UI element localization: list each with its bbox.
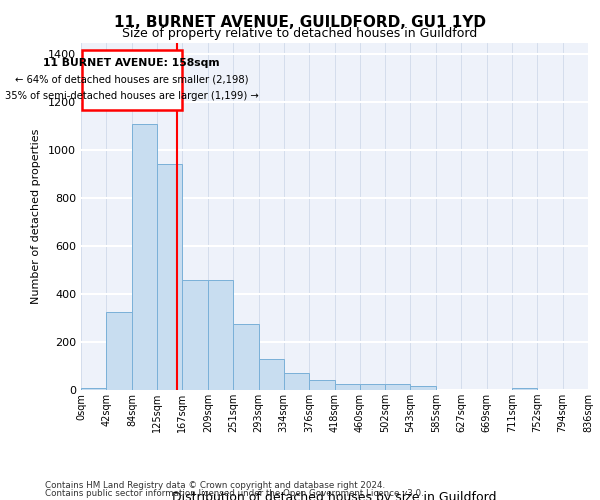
Y-axis label: Number of detached properties: Number of detached properties	[31, 128, 41, 304]
Bar	[284, 373, 309, 390]
Bar	[309, 380, 335, 390]
Text: Contains public sector information licensed under the Open Government Licence v3: Contains public sector information licen…	[45, 488, 424, 498]
Bar	[360, 384, 385, 390]
Bar	[385, 384, 410, 390]
Bar	[132, 124, 157, 390]
Bar	[233, 324, 259, 390]
Bar	[512, 388, 537, 390]
Text: 35% of semi-detached houses are larger (1,199) →: 35% of semi-detached houses are larger (…	[5, 92, 259, 102]
Bar	[335, 384, 360, 390]
Text: 11 BURNET AVENUE: 158sqm: 11 BURNET AVENUE: 158sqm	[43, 58, 220, 68]
Text: ← 64% of detached houses are smaller (2,198): ← 64% of detached houses are smaller (2,…	[15, 74, 248, 85]
Text: Contains HM Land Registry data © Crown copyright and database right 2024.: Contains HM Land Registry data © Crown c…	[45, 480, 385, 490]
Bar	[208, 280, 233, 390]
Bar	[410, 386, 436, 390]
FancyBboxPatch shape	[82, 50, 182, 110]
Bar	[259, 359, 284, 390]
X-axis label: Distribution of detached houses by size in Guildford: Distribution of detached houses by size …	[172, 490, 497, 500]
Bar	[157, 164, 182, 390]
Text: 11, BURNET AVENUE, GUILDFORD, GU1 1YD: 11, BURNET AVENUE, GUILDFORD, GU1 1YD	[114, 15, 486, 30]
Bar	[81, 388, 106, 390]
Bar	[106, 312, 132, 390]
Bar	[182, 280, 208, 390]
Text: Size of property relative to detached houses in Guildford: Size of property relative to detached ho…	[122, 28, 478, 40]
